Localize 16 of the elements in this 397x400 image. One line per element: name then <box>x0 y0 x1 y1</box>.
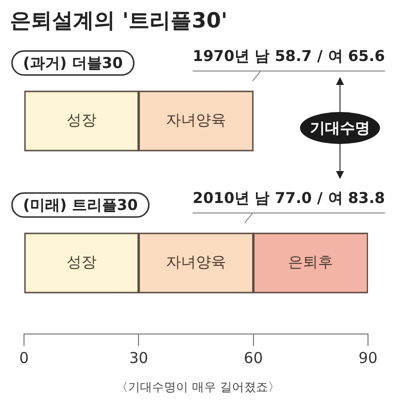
annotation: 기대수명 <box>310 118 370 137</box>
text: 〈기대수명이 매우 길어졌죠〉 <box>116 380 280 394</box>
annotation: 1970년 남 58.7 / 여 65.6 <box>192 46 385 65</box>
y-tick-label: (과거) 더블30 <box>23 54 123 72</box>
series-label: 성장 <box>66 110 97 129</box>
x-tick-label: 90 <box>358 348 378 367</box>
annotation: 2010년 남 77.0 / 여 83.8 <box>192 188 385 207</box>
text: 자녀양육 <box>166 252 226 271</box>
y-tick-label: (미래) 트리플30 <box>23 196 138 214</box>
series-label: 은퇴후 <box>288 252 334 271</box>
x-tick-label: 60 <box>244 348 263 367</box>
text: 은퇴설계의 '트리플30' <box>10 8 228 32</box>
x-tick-label: 0 <box>19 348 29 367</box>
x-tick-label: 30 <box>129 348 148 367</box>
text: 성장 <box>66 252 97 271</box>
series-label: 자녀양육 <box>166 110 226 129</box>
